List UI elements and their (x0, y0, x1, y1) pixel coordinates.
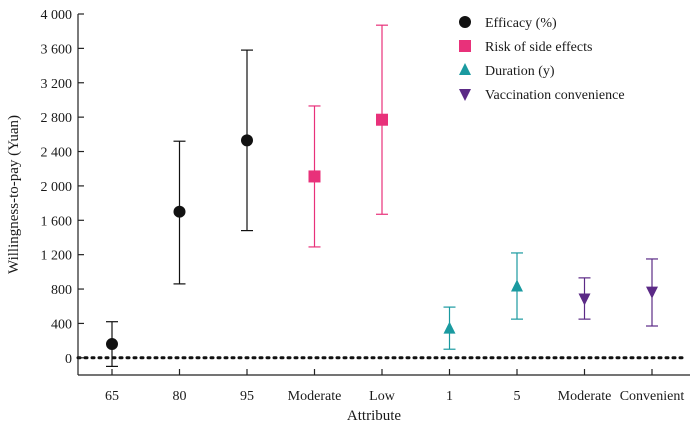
x-tick-label: 5 (514, 389, 521, 404)
y-tick-label: 1 200 (41, 249, 73, 264)
data-point (511, 279, 523, 292)
x-tick-label: 1 (446, 389, 453, 404)
x-tick-label: Moderate (288, 389, 342, 404)
data-point (308, 170, 321, 183)
legend-marker (459, 63, 471, 75)
x-tick-label: 95 (240, 389, 254, 404)
data-point (443, 321, 456, 334)
x-tick-label: 65 (105, 389, 119, 404)
data-point (578, 293, 591, 306)
data-point (241, 134, 253, 147)
y-tick-label: 400 (51, 317, 72, 332)
y-tick-label: 3 200 (41, 77, 73, 92)
x-tick-label: Convenient (620, 389, 685, 404)
plot-frame (76, 14, 690, 376)
data-point (646, 286, 658, 299)
y-tick-label: 4 000 (41, 8, 73, 23)
y-tick-label: 1 600 (41, 214, 73, 229)
x-tick-label: Moderate (558, 389, 612, 404)
data-marks (106, 24, 658, 368)
x-axis-title: Attribute (347, 408, 401, 424)
x-tick-label: 80 (173, 389, 187, 404)
y-tick-label: 3 600 (41, 42, 73, 57)
legend-label: Efficacy (%) (485, 16, 557, 31)
y-axis-title: Willingness-to-pay (Yuan) (6, 115, 22, 274)
data-point (376, 113, 388, 126)
data-point (173, 205, 186, 218)
legend-marker (459, 40, 471, 52)
y-tick-label: 2 800 (41, 111, 73, 126)
y-tick-label: 2 400 (41, 146, 73, 161)
legend: Efficacy (%) Risk of side effects Duration… (459, 16, 625, 103)
x-axis-ticks: 65 80 95 Moderate Low 1 5 Moderate Convenient (105, 369, 684, 404)
legend-marker (459, 16, 471, 28)
x-tick-label: Low (369, 389, 396, 404)
data-point (106, 338, 118, 351)
y-axis-ticks: 0 400 800 1 200 1 600 2 000 2 400 2 800 3 200 3 6… (41, 8, 84, 367)
y-tick-label: 2 000 (41, 180, 73, 195)
legend-label: Vaccination convenience (485, 88, 625, 103)
y-tick-label: 800 (51, 283, 72, 298)
y-tick-label: 0 (65, 352, 72, 367)
legend-label: Risk of side effects (485, 40, 592, 55)
legend-marker (459, 89, 471, 101)
legend-label: Duration (y) (485, 64, 555, 79)
